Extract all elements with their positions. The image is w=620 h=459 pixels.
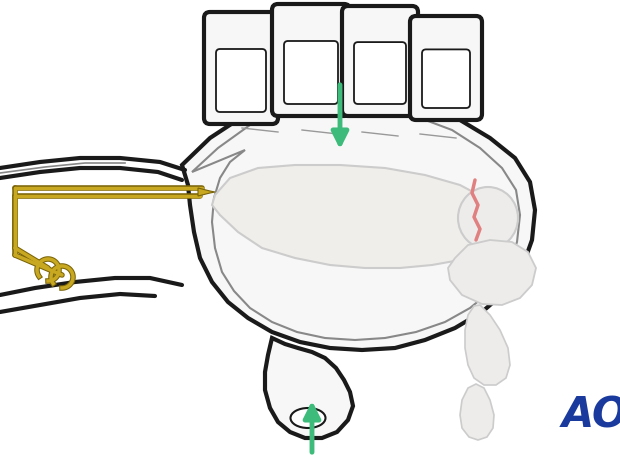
Polygon shape [182, 98, 535, 350]
FancyBboxPatch shape [354, 42, 406, 104]
FancyBboxPatch shape [342, 6, 418, 116]
Ellipse shape [458, 187, 518, 249]
FancyBboxPatch shape [272, 4, 350, 116]
Ellipse shape [291, 408, 326, 428]
FancyBboxPatch shape [284, 41, 338, 104]
Polygon shape [265, 338, 353, 438]
Polygon shape [198, 188, 215, 196]
FancyBboxPatch shape [422, 50, 470, 108]
Polygon shape [212, 165, 502, 268]
Polygon shape [460, 384, 494, 440]
Text: AO: AO [562, 395, 620, 437]
FancyBboxPatch shape [204, 12, 278, 124]
Polygon shape [465, 305, 510, 385]
FancyBboxPatch shape [216, 49, 266, 112]
FancyBboxPatch shape [410, 16, 482, 120]
Polygon shape [448, 240, 536, 305]
